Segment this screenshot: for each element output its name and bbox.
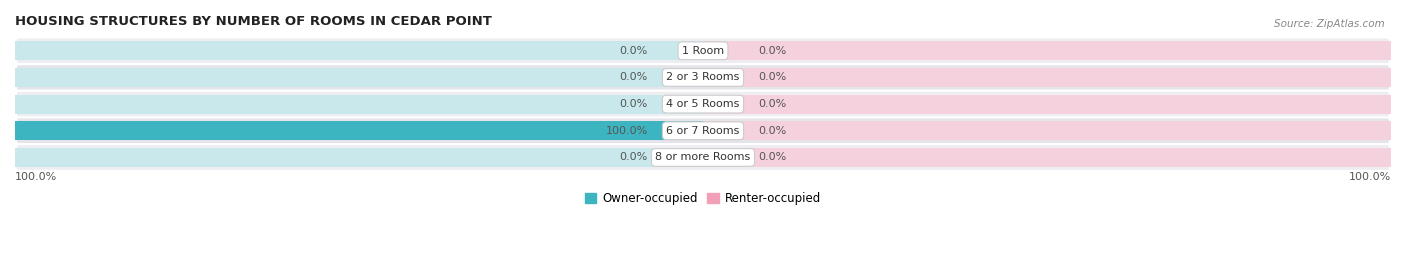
Bar: [15, 94, 703, 114]
Text: 100.0%: 100.0%: [1348, 172, 1391, 182]
FancyBboxPatch shape: [15, 144, 1391, 171]
Text: 0.0%: 0.0%: [620, 72, 648, 82]
Legend: Owner-occupied, Renter-occupied: Owner-occupied, Renter-occupied: [579, 187, 827, 210]
Text: 0.0%: 0.0%: [758, 153, 786, 162]
Text: 0.0%: 0.0%: [758, 126, 786, 136]
Bar: [15, 121, 703, 140]
Text: 0.0%: 0.0%: [758, 99, 786, 109]
Text: 8 or more Rooms: 8 or more Rooms: [655, 153, 751, 162]
Text: 6 or 7 Rooms: 6 or 7 Rooms: [666, 126, 740, 136]
Bar: [703, 68, 1391, 87]
Bar: [15, 41, 703, 60]
FancyBboxPatch shape: [15, 64, 1391, 91]
Text: 100.0%: 100.0%: [15, 172, 58, 182]
Bar: [703, 121, 1391, 140]
Text: 2 or 3 Rooms: 2 or 3 Rooms: [666, 72, 740, 82]
Text: HOUSING STRUCTURES BY NUMBER OF ROOMS IN CEDAR POINT: HOUSING STRUCTURES BY NUMBER OF ROOMS IN…: [15, 15, 492, 28]
FancyBboxPatch shape: [15, 118, 1391, 144]
Text: 1 Room: 1 Room: [682, 46, 724, 56]
Text: 0.0%: 0.0%: [620, 153, 648, 162]
Bar: [15, 121, 703, 140]
Text: 0.0%: 0.0%: [620, 46, 648, 56]
FancyBboxPatch shape: [15, 37, 1391, 64]
Text: 100.0%: 100.0%: [606, 126, 648, 136]
Bar: [703, 41, 1391, 60]
Text: 4 or 5 Rooms: 4 or 5 Rooms: [666, 99, 740, 109]
Text: 0.0%: 0.0%: [758, 72, 786, 82]
Text: 0.0%: 0.0%: [620, 99, 648, 109]
Bar: [703, 94, 1391, 114]
Text: 0.0%: 0.0%: [758, 46, 786, 56]
Bar: [15, 148, 703, 167]
Text: Source: ZipAtlas.com: Source: ZipAtlas.com: [1274, 19, 1385, 29]
Bar: [703, 148, 1391, 167]
Bar: [15, 68, 703, 87]
FancyBboxPatch shape: [15, 91, 1391, 118]
